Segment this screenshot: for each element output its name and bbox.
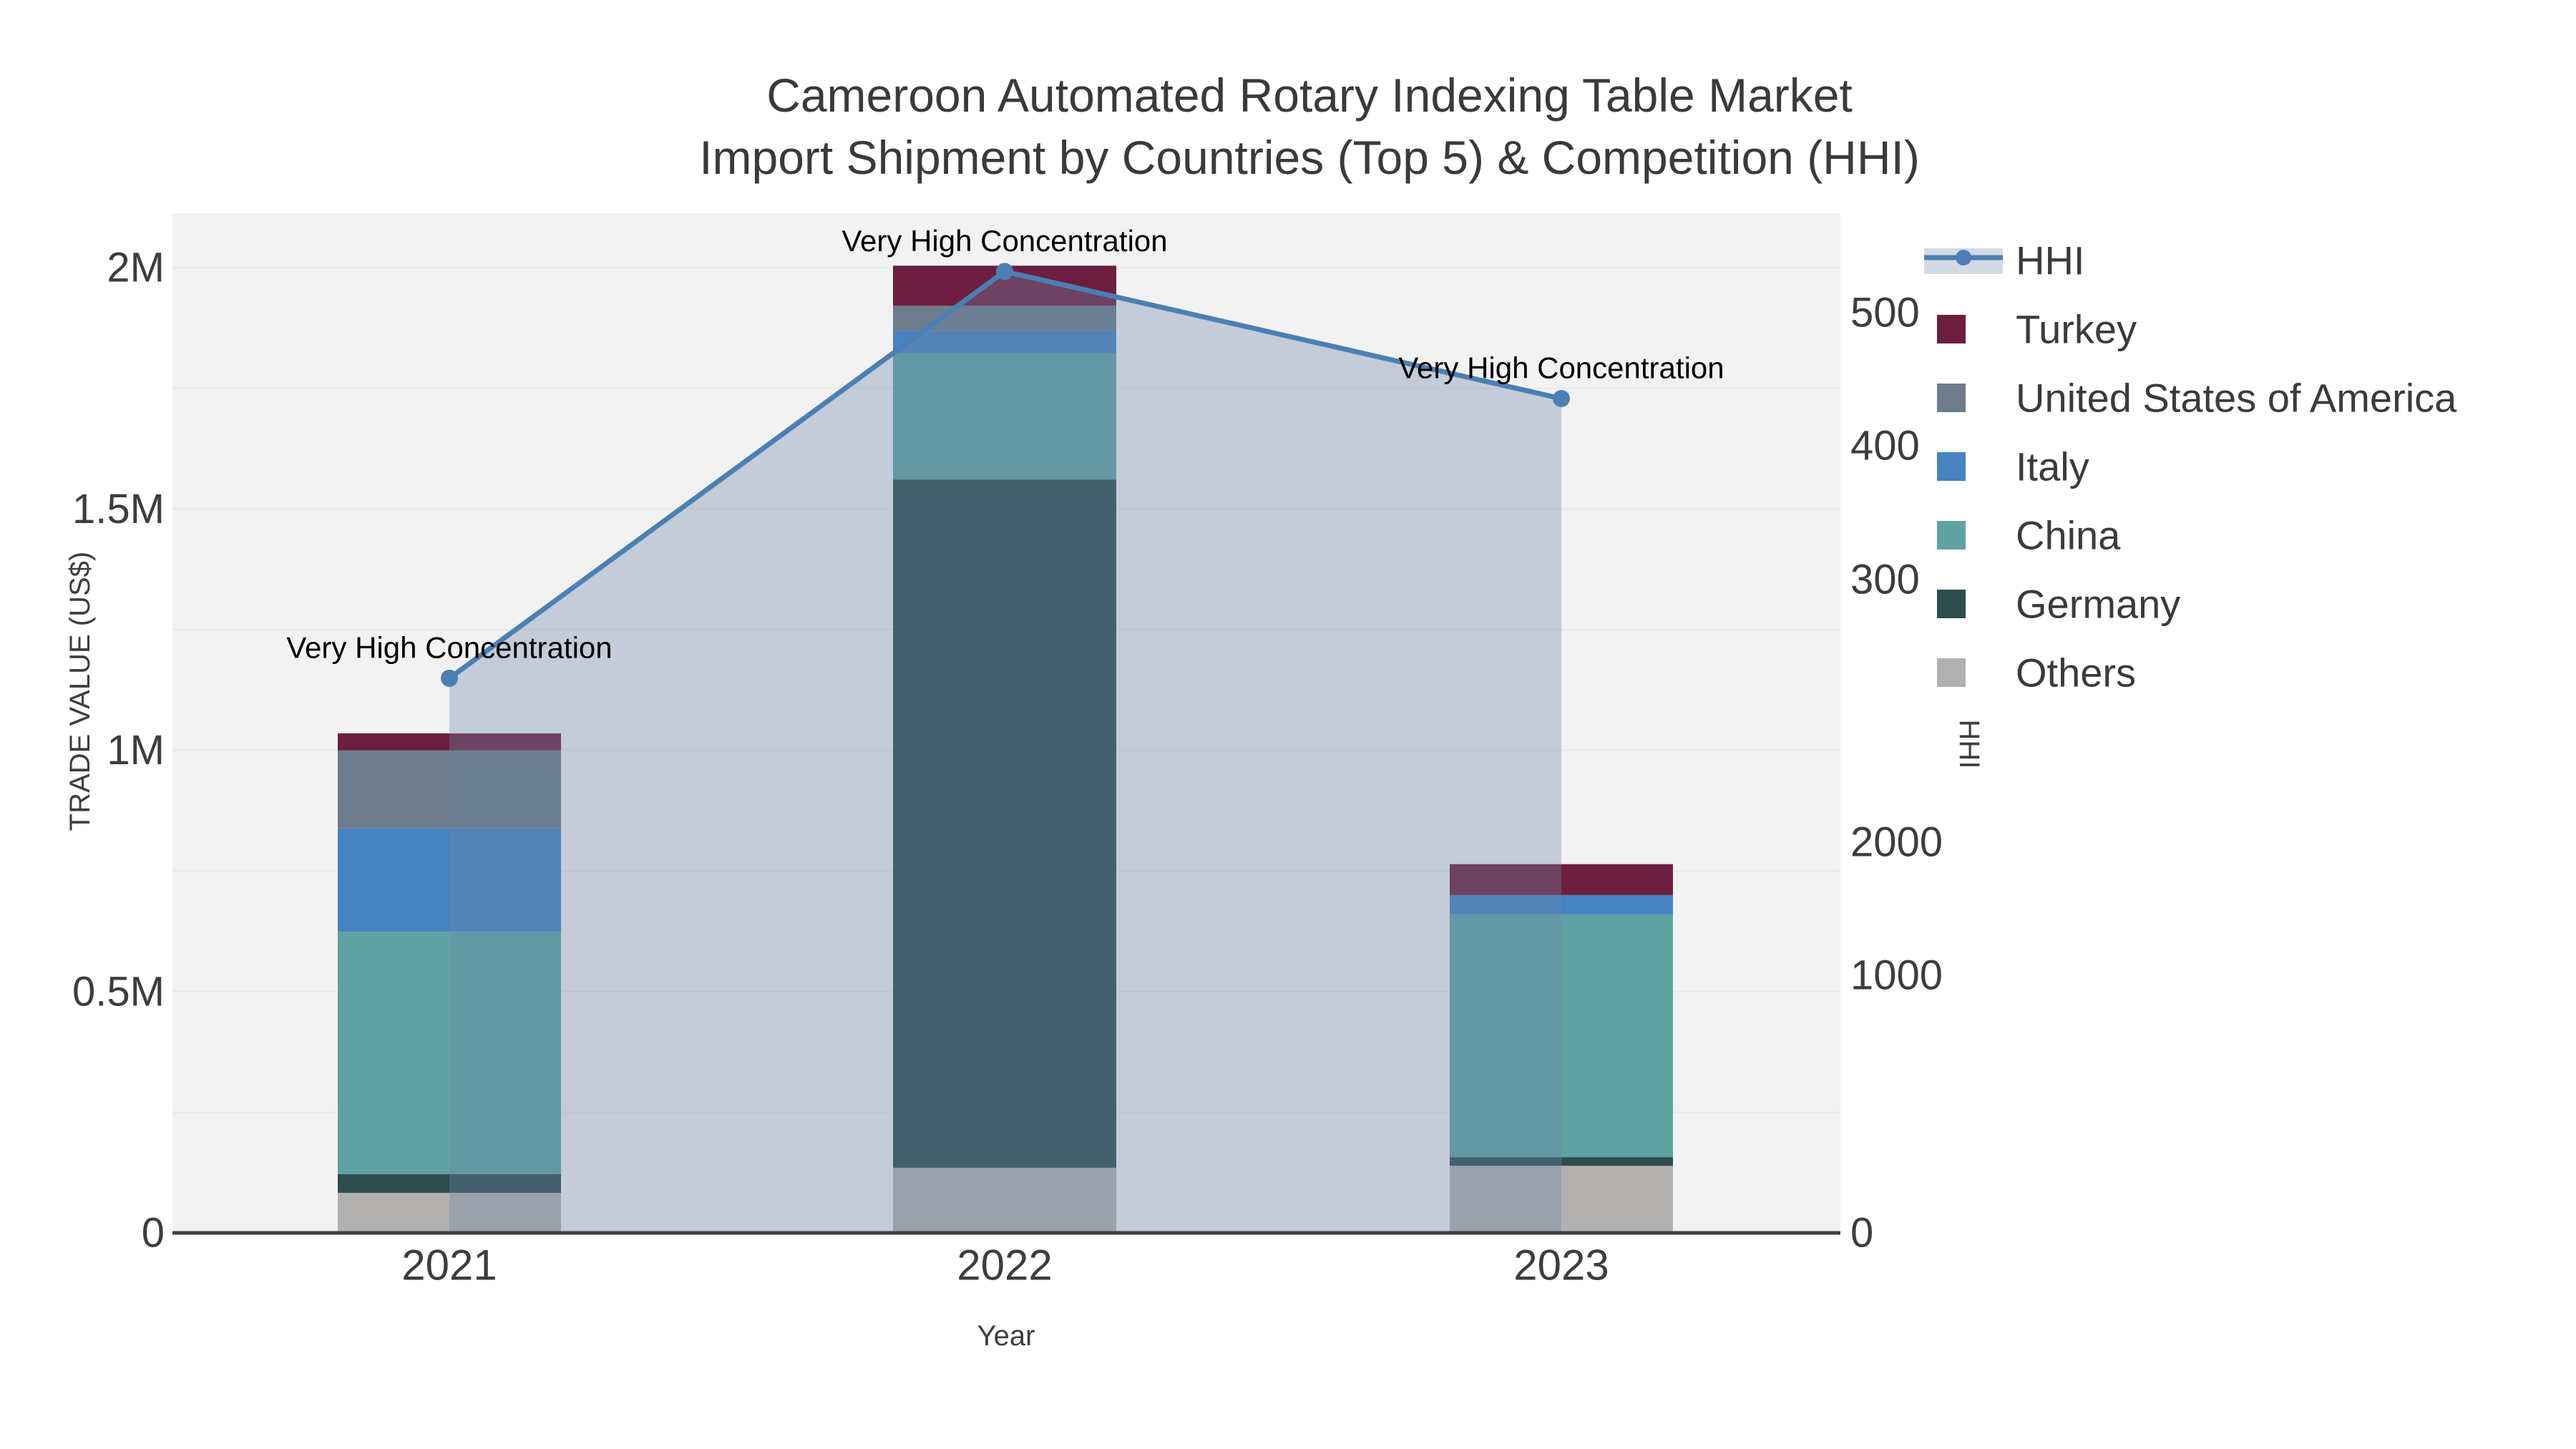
hhi-marker-2021: [441, 669, 458, 687]
bar-segment-2021-turkey: [338, 733, 561, 751]
bar-segment-2021-china: [338, 932, 561, 1174]
legend-item-united-states-of-america: United States of America: [1937, 376, 2457, 421]
bar-segment-2021-germany: [338, 1174, 561, 1194]
chart-title-line1: Cameroon Automated Rotary Indexing Table…: [766, 69, 1853, 122]
legend-item-label: United States of America: [2016, 376, 2457, 421]
y-right-axis-title: HHI: [1953, 720, 1985, 769]
y-left-axis-title: TRADE VALUE (US$): [64, 552, 96, 831]
legend-color-swatch: [1937, 384, 1966, 412]
legend-color-swatch: [1937, 315, 1966, 343]
y-left-tick-label: 0.5M: [72, 968, 165, 1015]
chart-title-line2: Import Shipment by Countries (Top 5) & C…: [699, 131, 1920, 185]
x-tick-label: 2023: [1513, 1241, 1609, 1289]
legend-item-label: Turkey: [2016, 307, 2137, 352]
y-right-upper-tick-label: 500: [1850, 290, 1920, 336]
legend-color-swatch: [1937, 521, 1966, 550]
bar-segment-2022-italy: [893, 331, 1116, 353]
y-left-tick-label: 2M: [107, 245, 165, 291]
annotation-very-high-concentration: Very High Concentration: [1398, 351, 1724, 385]
bar-segment-2023-others: [1450, 1166, 1673, 1233]
legend-hhi-marker-icon: [1956, 250, 1971, 265]
hhi-area: [449, 271, 1561, 1233]
y-right-lower-tick-label: 1000: [1850, 952, 1943, 999]
x-axis-title: Year: [977, 1320, 1035, 1352]
bar-segment-2023-china: [1450, 914, 1673, 1158]
annotation-very-high-concentration: Very High Concentration: [286, 630, 612, 664]
legend-item-germany: Germany: [1937, 582, 2180, 627]
y-right-lower-tick-label: 0: [1850, 1210, 1873, 1257]
legend-item-others: Others: [1937, 650, 2136, 696]
legend-item-label: Italy: [2016, 444, 2089, 489]
legend-item-label: Germany: [2016, 582, 2180, 627]
y-right-lower-tick-label: 2000: [1850, 819, 1943, 866]
bar-segment-2022-others: [893, 1167, 1116, 1233]
legend-item-turkey: Turkey: [1937, 307, 2137, 352]
bar-segment-2022-germany: [893, 479, 1116, 1168]
bar-segment-2021-united-states-of-america: [338, 750, 561, 829]
x-tick-label: 2021: [401, 1241, 497, 1289]
legend-color-swatch: [1937, 658, 1966, 687]
legend-color-swatch: [1937, 590, 1966, 618]
annotation-very-high-concentration: Very High Concentration: [841, 224, 1167, 258]
y-right-upper-tick-label: 300: [1850, 557, 1920, 603]
chart-title: Cameroon Automated Rotary Indexing Table…: [699, 64, 1920, 189]
y-left-tick-label: 1M: [107, 727, 165, 774]
bar-segment-2021-others: [338, 1193, 561, 1233]
y-right-upper-tick-label: 400: [1850, 423, 1920, 469]
bar-segment-2022-china: [893, 353, 1116, 480]
bar-segment-2023-turkey: [1450, 864, 1673, 895]
hhi-marker-2023: [1553, 390, 1570, 408]
bar-segment-2023-italy: [1450, 894, 1673, 914]
legend-item-italy: Italy: [1937, 444, 2089, 489]
legend-item-hhi: HHI: [1924, 238, 2084, 283]
legend-item-label: HHI: [2016, 238, 2084, 283]
hhi-marker-2022: [996, 263, 1013, 280]
x-tick-label: 2022: [957, 1241, 1052, 1289]
bar-segment-2021-italy: [338, 828, 561, 932]
legend-item-label: Others: [2016, 650, 2136, 696]
legend-item-label: China: [2016, 513, 2121, 558]
y-left-tick-label: 1.5M: [72, 486, 165, 532]
bar-segment-2023-germany: [1450, 1157, 1673, 1166]
legend-color-swatch: [1937, 452, 1966, 481]
legend-item-china: China: [1937, 513, 2121, 558]
y-left-tick-label: 0: [142, 1210, 165, 1257]
